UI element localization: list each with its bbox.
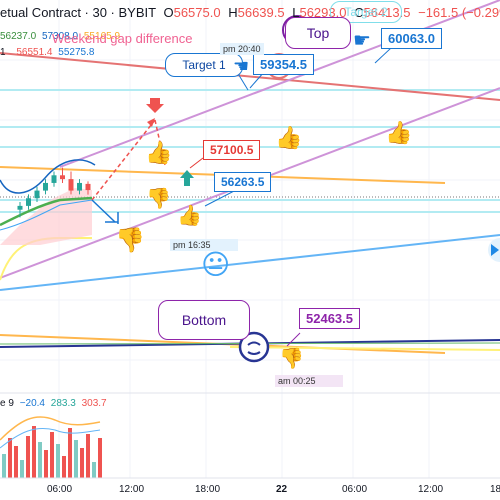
volume-bar xyxy=(2,454,6,478)
volume-bar xyxy=(14,446,18,478)
open-label: O xyxy=(163,5,174,20)
price-label-57100[interactable]: 57100.5 xyxy=(203,140,261,160)
ma-row: 56237.0 57308.0 55165.9 xyxy=(0,31,120,42)
x-tick-label: 12:00 xyxy=(418,484,444,495)
volume-bar xyxy=(20,460,24,478)
change-value: −161.5 (−0.29%) xyxy=(418,5,500,20)
projection-arrows xyxy=(91,118,166,224)
x-tick-label: 06:00 xyxy=(47,484,73,495)
weekend-gap-label: Weekend gap difference xyxy=(52,31,193,46)
row3-value-2: 55275.8 xyxy=(58,47,95,58)
volume-bar xyxy=(62,456,66,478)
row3-prefix: 1 xyxy=(0,47,6,58)
time-label-am0025: am 00:25 xyxy=(275,375,343,387)
red-trendline[interactable] xyxy=(0,52,500,101)
x-tick-label: 22 xyxy=(276,484,288,495)
pointing-hand-icon[interactable]: ☛ xyxy=(353,28,371,52)
thumbs-up-icon[interactable]: 👍 xyxy=(385,121,413,146)
volume-signal xyxy=(0,427,101,449)
candle-body xyxy=(34,190,40,199)
price-label-52463[interactable]: 52463.5 xyxy=(299,308,360,329)
low-label: L xyxy=(292,5,300,20)
volume-value-1: −20.4 xyxy=(19,398,45,409)
ma-value-1: 56237.0 xyxy=(0,31,37,42)
volume-bar xyxy=(74,440,78,478)
volume-bar xyxy=(38,442,42,478)
candle-series xyxy=(17,167,91,218)
thumbs-up-icon[interactable]: 👍 xyxy=(145,141,173,166)
row3: 1 56551.4 55275.8 xyxy=(0,47,94,58)
volume-label-name: e 9 xyxy=(0,398,14,409)
high-label: H xyxy=(228,5,238,20)
blue-band-lower xyxy=(0,199,93,231)
x-tick-label: 12:00 xyxy=(119,484,145,495)
volume-bar xyxy=(44,450,48,478)
price-label-56263[interactable]: 56263.5 xyxy=(214,172,272,192)
down-arrow-icon xyxy=(146,98,164,113)
candle-body xyxy=(17,205,23,210)
neutral-face-icon[interactable]: 😐 xyxy=(201,248,231,281)
candle-body xyxy=(51,175,57,183)
green-ma xyxy=(0,196,93,227)
top-callout[interactable]: Top xyxy=(285,17,351,49)
bottom-callout[interactable]: Bottom xyxy=(158,300,250,340)
symbol-label: etual Contract · 30 · BYBIT xyxy=(0,5,156,20)
volume-ma xyxy=(0,416,101,441)
bottom-marker-face xyxy=(247,341,261,355)
x-tick-label: 18 xyxy=(490,484,500,495)
thumbs-down-icon[interactable]: 👎 xyxy=(115,226,145,254)
violet-channel-upper[interactable] xyxy=(59,0,500,168)
volume-label: e 9 −20.4 283.3 303.7 xyxy=(0,398,107,409)
bottom-marker-circle xyxy=(238,331,270,363)
ma-value-3: 55165.9 xyxy=(83,31,121,42)
time-label-pm1635: pm 16:35 xyxy=(170,239,238,251)
open-value: 56575.0 xyxy=(173,5,221,20)
candle-body xyxy=(43,182,48,191)
price-label-60063[interactable]: 60063.0 xyxy=(381,28,442,49)
volume-bar xyxy=(8,438,12,478)
thumbs-down-icon[interactable]: 👎 xyxy=(146,186,171,210)
thumbs-up-icon[interactable]: 👍 xyxy=(275,126,303,151)
target2-callout[interactable]: Target 2 xyxy=(330,1,402,23)
volume-bar xyxy=(56,444,60,478)
candle-body xyxy=(77,182,82,191)
candle-body xyxy=(85,183,91,191)
pointing-hand-icon[interactable]: ☚ xyxy=(233,56,250,77)
blue-trendline[interactable] xyxy=(0,234,500,291)
blue-band-upper xyxy=(0,159,96,194)
thumbs-down-icon[interactable]: 👎 xyxy=(279,346,304,370)
volume-bar xyxy=(26,436,30,478)
volume-bar xyxy=(98,438,102,478)
pink-zone xyxy=(0,188,92,245)
volume-value-3: 303.7 xyxy=(81,398,107,409)
ma-value-2: 57308.0 xyxy=(41,31,79,42)
yellow-line[interactable] xyxy=(229,346,500,351)
volume-bar xyxy=(80,448,84,478)
price-label-59354[interactable]: 59354.5 xyxy=(253,54,314,75)
volume-bar xyxy=(32,426,36,478)
time-label-pm2040: pm 20:40 xyxy=(220,43,264,55)
x-tick-label: 06:00 xyxy=(342,484,368,495)
volume-bar xyxy=(68,428,72,478)
x-tick-label: 18:00 xyxy=(195,484,221,495)
chart-header: etual Contract · 30 · BYBIT O56575.0 H56… xyxy=(0,5,500,20)
high-value: 56639.5 xyxy=(237,5,285,20)
candle-body xyxy=(26,198,31,206)
up-arrow-icon xyxy=(180,170,194,186)
close-label: C xyxy=(354,5,364,20)
volume-histogram xyxy=(2,426,102,478)
row3-value-1: 56551.4 xyxy=(16,47,53,58)
thumbs-up-icon[interactable]: 👍 xyxy=(177,203,202,227)
volume-bar xyxy=(86,434,90,478)
candle-body xyxy=(60,175,65,180)
volume-value-2: 283.3 xyxy=(50,398,76,409)
candle-body xyxy=(68,179,74,191)
target1-callout[interactable]: Target 1 xyxy=(165,53,243,77)
play-arrow-icon[interactable] xyxy=(488,238,500,262)
volume-bar xyxy=(50,432,54,478)
volume-bar xyxy=(92,462,96,478)
